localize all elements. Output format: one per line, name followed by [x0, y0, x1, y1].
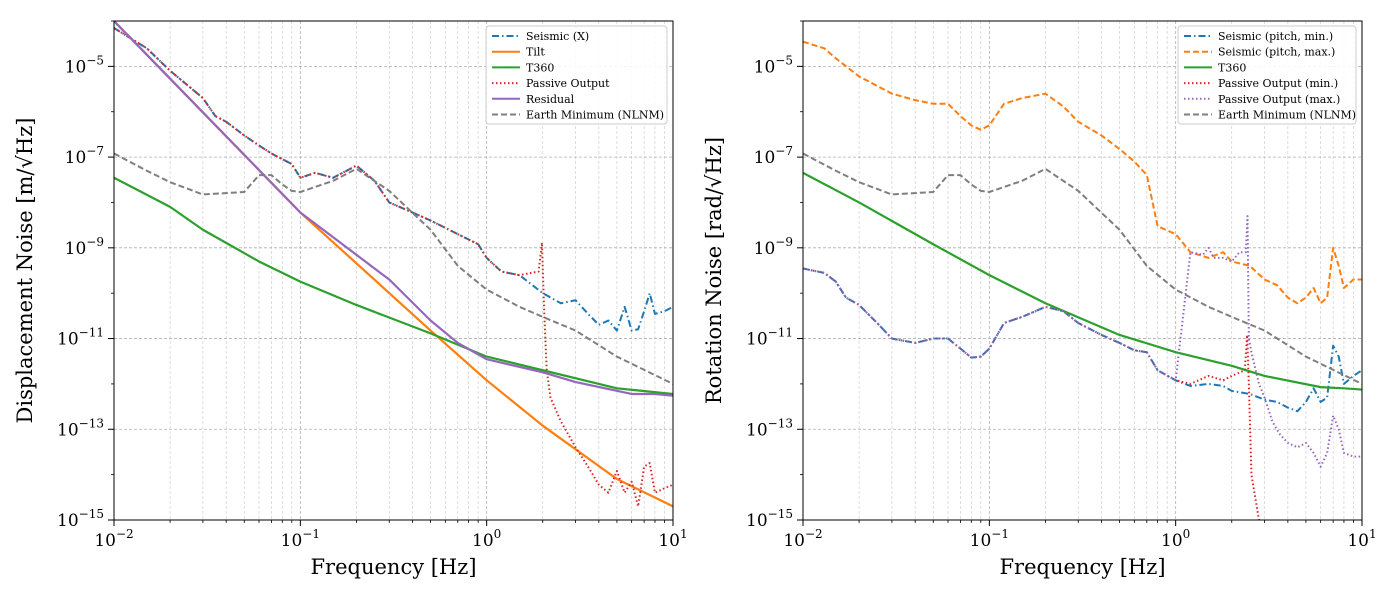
y-tick-exponent: −5 — [775, 53, 793, 67]
y-tick-base: 10 — [65, 57, 87, 77]
y-tick-label: 10−7 — [65, 144, 104, 168]
x-tick-exponent: −1 — [302, 527, 320, 541]
y-tick-base: 10 — [746, 420, 768, 440]
y-tick-exponent: −7 — [775, 144, 793, 158]
x-tick-label: 100 — [472, 527, 501, 551]
legend-label: Passive Output (max.) — [1218, 93, 1340, 106]
series-line-6 — [114, 152, 673, 385]
y-tick-label: 10−15 — [57, 507, 104, 531]
y-tick-exponent: −15 — [79, 507, 104, 521]
x-tick-exponent: 1 — [680, 527, 688, 541]
x-tick-base: 10 — [1161, 531, 1183, 551]
x-tick-label: 101 — [658, 527, 687, 551]
x-tick-label: 10−1 — [970, 527, 1009, 551]
x-tick-base: 10 — [658, 531, 680, 551]
legend-label: Seismic (pitch, min.) — [1218, 30, 1333, 43]
x-tick-exponent: 1 — [1369, 527, 1377, 541]
x-tick-label: 101 — [1347, 527, 1376, 551]
legend-label: Earth Minimum (NLNM) — [1218, 109, 1356, 122]
series-line-6 — [803, 152, 1362, 385]
y-tick-label: 10−9 — [754, 235, 793, 259]
legend: Seismic (pitch, min.) Seismic (pitch, max… — [1177, 25, 1357, 125]
x-tick-exponent: 0 — [494, 527, 502, 541]
y-tick-base: 10 — [57, 420, 79, 440]
x-tick-label: 10−2 — [783, 527, 822, 551]
x-tick-base: 10 — [970, 531, 992, 551]
y-tick-exponent: −5 — [86, 53, 104, 67]
series-line-5 — [114, 21, 673, 397]
y-tick-exponent: −9 — [86, 235, 104, 249]
y-tick-exponent: −15 — [768, 507, 793, 521]
y-tick-label: 10−13 — [57, 416, 104, 440]
y-tick-exponent: −11 — [768, 326, 793, 340]
x-tick-base: 10 — [783, 531, 805, 551]
plot-frame — [113, 20, 674, 521]
series-line-4 — [114, 27, 673, 508]
legend: Seismic (X) Tilt T360 Passive Output Residua… — [485, 25, 668, 125]
x-tick-base: 10 — [94, 531, 116, 551]
y-tick-exponent: −9 — [775, 235, 793, 249]
y-tick-base: 10 — [65, 239, 87, 259]
legend-label: Seismic (X) — [526, 30, 589, 43]
x-tick-exponent: −1 — [991, 527, 1009, 541]
legend-label: Tilt — [526, 46, 545, 59]
y-tick-exponent: −7 — [86, 144, 104, 158]
legend-box — [485, 25, 668, 125]
series-line-3 — [803, 171, 1362, 391]
y-tick-base: 10 — [754, 239, 776, 259]
plot-frame — [802, 20, 1363, 521]
y-tick-base: 10 — [746, 330, 768, 350]
chart-panel-1: 10−2 10−1 100 10110−510−710−910−1110−1310−1… — [13, 20, 688, 579]
series-group — [803, 40, 1362, 520]
legend-label: Seismic (pitch, max.) — [1218, 46, 1335, 59]
y-tick-label: 10−5 — [65, 53, 104, 77]
y-tick-label: 10−7 — [754, 144, 793, 168]
y-tick-label: 10−15 — [746, 507, 793, 531]
legend-label: Residual — [526, 93, 575, 106]
y-tick-exponent: −13 — [768, 416, 793, 430]
legend-label: Earth Minimum (NLNM) — [526, 109, 664, 122]
x-tick-label: 10−1 — [281, 527, 320, 551]
legend-label: T360 — [526, 61, 554, 74]
y-tick-label: 10−5 — [754, 53, 793, 77]
x-tick-label: 100 — [1161, 527, 1190, 551]
x-tick-exponent: 0 — [1183, 527, 1191, 541]
series-group — [114, 21, 673, 508]
y-tick-label: 10−11 — [746, 326, 793, 350]
y-tick-base: 10 — [57, 330, 79, 350]
y-tick-base: 10 — [754, 57, 776, 77]
y-tick-exponent: −13 — [79, 416, 104, 430]
y-tick-label: 10−9 — [65, 235, 104, 259]
legend-label: Passive Output — [526, 77, 610, 90]
y-axis-label: Displacement Noise [m/√Hz] — [13, 118, 37, 424]
x-tick-base: 10 — [1347, 531, 1369, 551]
y-tick-label: 10−13 — [746, 416, 793, 440]
x-tick-base: 10 — [472, 531, 494, 551]
y-tick-label: 10−11 — [57, 326, 104, 350]
legend-label: T360 — [1218, 61, 1246, 74]
x-tick-exponent: −2 — [116, 527, 134, 541]
series-line-1 — [114, 27, 673, 332]
y-tick-base: 10 — [65, 148, 87, 168]
x-tick-base: 10 — [281, 531, 303, 551]
x-axis-label: Frequency [Hz] — [999, 555, 1165, 579]
series-line-3 — [114, 176, 673, 396]
grid — [113, 21, 673, 521]
y-tick-base: 10 — [746, 511, 768, 531]
x-tick-label: 10−2 — [94, 527, 133, 551]
y-tick-exponent: −11 — [79, 326, 104, 340]
legend-label: Passive Output (min.) — [1218, 77, 1338, 90]
y-tick-base: 10 — [57, 511, 79, 531]
legend-box — [1177, 25, 1357, 125]
x-axis-label: Frequency [Hz] — [310, 555, 476, 579]
y-axis-label: Rotation Noise [rad/√Hz] — [702, 137, 726, 404]
series-line-4 — [803, 267, 1261, 520]
x-tick-exponent: −2 — [805, 527, 823, 541]
series-line-5 — [803, 215, 1362, 468]
y-tick-base: 10 — [754, 148, 776, 168]
series-line-2 — [803, 40, 1362, 305]
chart-panel-2: 10−2 10−1 100 10110−510−710−910−1110−1310−1… — [702, 20, 1377, 579]
